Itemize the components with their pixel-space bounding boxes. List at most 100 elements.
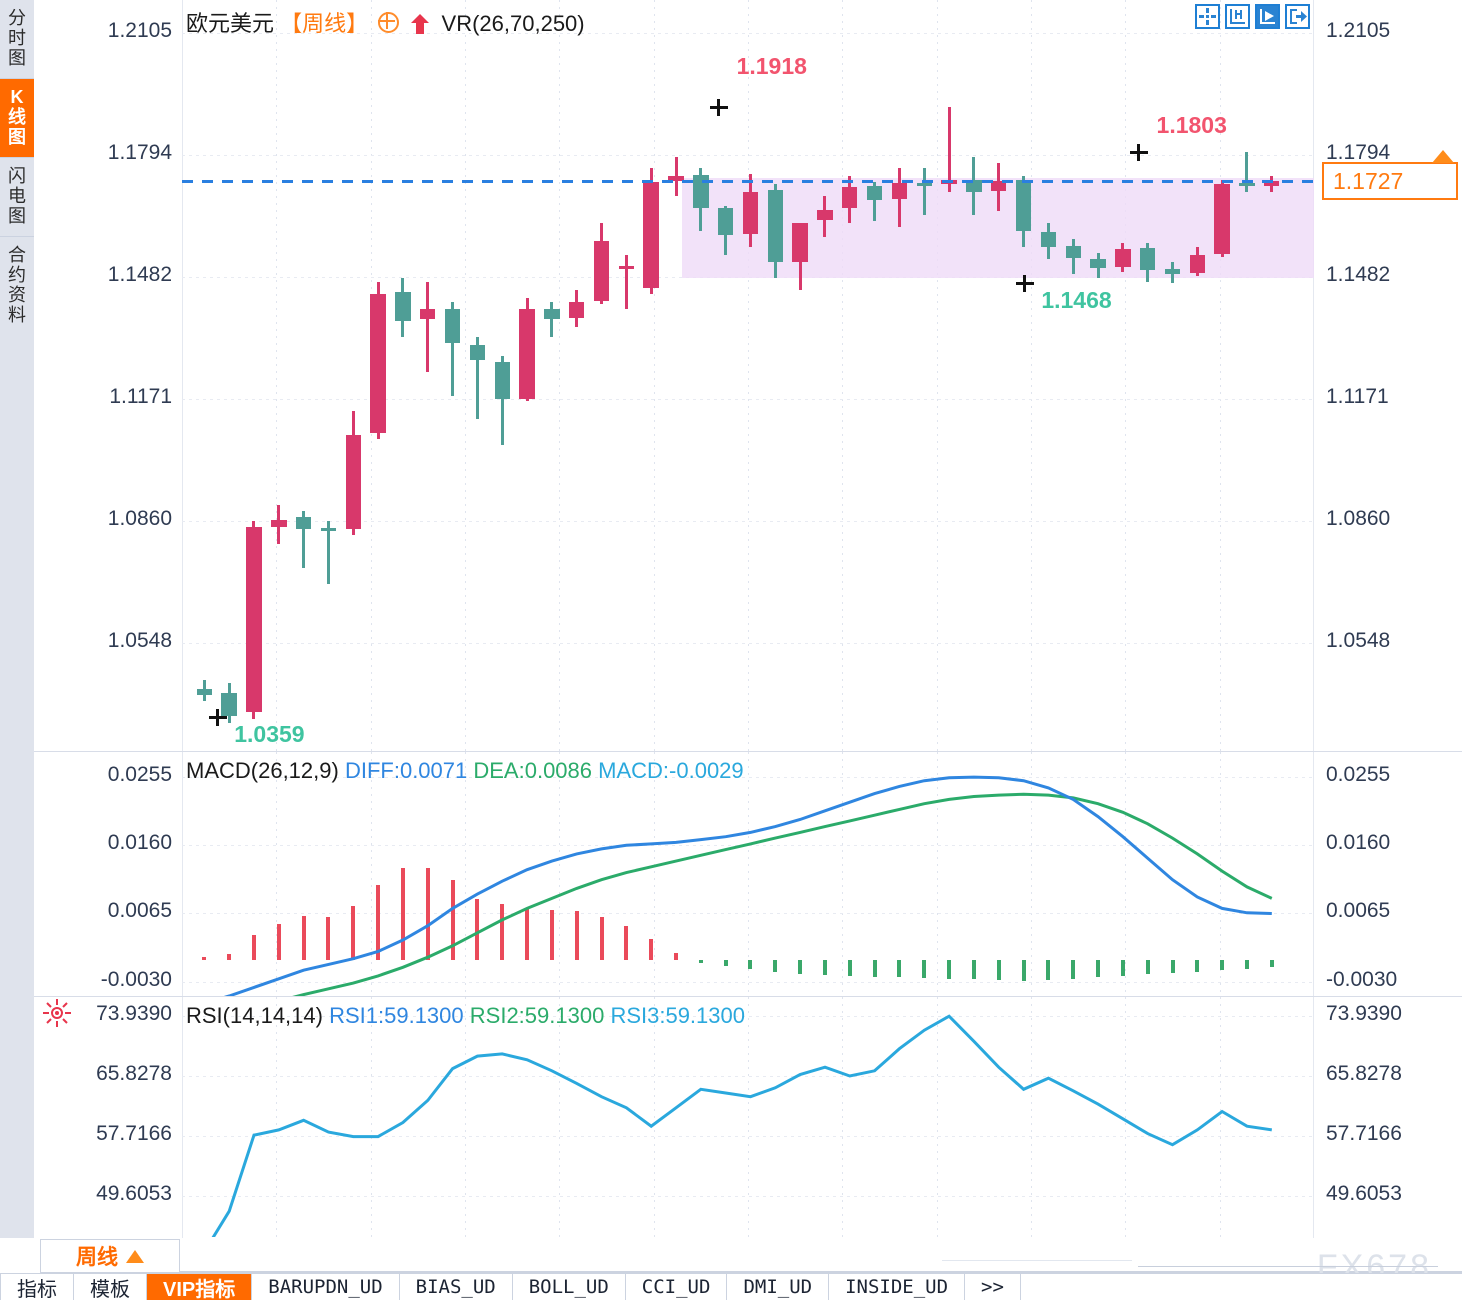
indicator-tab[interactable]: CCI_UD xyxy=(626,1274,728,1300)
sidebar-item-contract-info[interactable]: 合约资料 xyxy=(0,237,34,335)
candle-body[interactable] xyxy=(866,186,883,200)
candle-body[interactable] xyxy=(643,182,659,288)
price-tick-left: 1.0860 xyxy=(107,506,172,530)
candle-body[interactable] xyxy=(370,293,386,433)
exit-icon[interactable] xyxy=(1285,4,1310,29)
crosshair-icon[interactable] xyxy=(1195,4,1220,29)
macd-histogram-bar xyxy=(351,906,356,961)
indicator-tab[interactable]: 模板 xyxy=(74,1274,147,1301)
candle-body[interactable] xyxy=(717,208,734,235)
candle-body[interactable] xyxy=(991,180,1007,192)
candle-body[interactable] xyxy=(618,266,635,270)
grid-column xyxy=(559,997,561,1238)
candle-body[interactable] xyxy=(1264,181,1280,186)
chart-toolbar[interactable] xyxy=(1195,4,1310,29)
settings-sun-icon[interactable] xyxy=(42,998,72,1028)
rsi-line xyxy=(211,1014,1273,1237)
candle-body[interactable] xyxy=(1090,259,1106,269)
candlestick-plot[interactable]: 1.1918 1.1803 1.1468 1.0359 xyxy=(182,0,1314,751)
candle-body[interactable] xyxy=(395,291,411,322)
candle-body[interactable] xyxy=(569,301,585,319)
candle-body[interactable] xyxy=(1040,231,1057,247)
crosshair-target-icon[interactable] xyxy=(378,12,400,33)
candle-body[interactable] xyxy=(1065,245,1081,259)
price-gridline xyxy=(182,643,1314,645)
sidebar-label-char: 图 xyxy=(8,48,26,68)
candle-body[interactable] xyxy=(1015,180,1032,232)
price-marker-cross-icon xyxy=(209,709,228,727)
price-gridline xyxy=(182,399,1314,401)
indicator-tab[interactable]: 指标 xyxy=(0,1274,74,1301)
candle-body[interactable] xyxy=(519,309,535,399)
indicator-tab[interactable]: BARUPDN_UD xyxy=(252,1274,400,1300)
candle-body[interactable] xyxy=(544,308,560,320)
grid-column xyxy=(936,997,938,1238)
candle-body[interactable] xyxy=(693,175,709,208)
candle-body[interactable] xyxy=(221,693,237,716)
macd-plot[interactable] xyxy=(182,752,1314,996)
candle-body[interactable] xyxy=(593,240,610,301)
candle-body[interactable] xyxy=(1115,248,1131,268)
price-panel-right-divider xyxy=(1313,0,1314,751)
rsi1-label: RSI1:59.1300 xyxy=(329,1003,464,1028)
indicator-tab[interactable]: INSIDE_UD xyxy=(829,1274,966,1300)
indicator-tab[interactable]: DMI_UD xyxy=(727,1274,830,1300)
cursor-icon[interactable] xyxy=(1255,4,1280,29)
indicator-tab[interactable]: VIP指标 xyxy=(147,1274,253,1301)
indicator-tab[interactable]: >> xyxy=(965,1274,1021,1300)
candle-body[interactable] xyxy=(916,182,932,186)
candle-body[interactable] xyxy=(246,526,262,713)
candle-body[interactable] xyxy=(494,362,510,400)
grid-column xyxy=(1031,0,1032,751)
candle-body[interactable] xyxy=(444,309,461,343)
indicator-tabbar[interactable]: 指标 模板 VIP指标 BARUPDN_UD BIAS_UD BOLL_UD CCI_UD D… xyxy=(0,1274,1462,1301)
candle-body[interactable] xyxy=(271,520,287,527)
candle-body[interactable] xyxy=(742,191,759,235)
candle-body[interactable] xyxy=(196,689,213,696)
price-tick-right: 1.0860 xyxy=(1326,506,1391,530)
candle-body[interactable] xyxy=(1139,248,1156,271)
grid-column xyxy=(1031,752,1032,996)
macd-histogram-bar xyxy=(549,909,554,961)
candle-body[interactable] xyxy=(842,187,858,208)
candle-body[interactable] xyxy=(1189,254,1206,274)
sidebar-label-char: 资 xyxy=(8,285,26,305)
timeframe-button[interactable]: 周线 xyxy=(40,1239,180,1273)
indicator-tab[interactable]: BIAS_UD xyxy=(400,1274,513,1300)
rsi-plot[interactable] xyxy=(182,997,1314,1238)
candle-body[interactable] xyxy=(1164,269,1181,275)
grid-column xyxy=(559,752,561,996)
sidebar-item-lightning[interactable]: 闪电图 xyxy=(0,158,34,237)
macd-histogram-bar xyxy=(500,904,505,961)
candle-body[interactable] xyxy=(420,309,436,320)
sidebar-label-char: 料 xyxy=(8,305,26,325)
candle-body[interactable] xyxy=(1214,184,1230,254)
watermark-rule-2 xyxy=(942,1260,1132,1261)
candle-body[interactable] xyxy=(345,434,361,529)
price-axis-left: 1.2105 1.1794 1.1482 1.1171 1.0860 1.0548 xyxy=(34,0,180,751)
chart-area: 1.2105 1.1794 1.1482 1.1171 1.0860 1.0548 1.2… xyxy=(34,0,1462,1238)
candle-body[interactable] xyxy=(792,223,808,262)
candle-body[interactable] xyxy=(469,344,486,361)
macd-histogram-bar xyxy=(971,960,976,980)
measure-icon[interactable] xyxy=(1225,4,1250,29)
sidebar-item-timeshare[interactable]: 分时图 xyxy=(0,0,34,79)
current-price-box[interactable]: 1.1727 xyxy=(1322,162,1458,201)
candle-body[interactable] xyxy=(295,517,312,529)
candle-body[interactable] xyxy=(817,209,833,221)
macd-histogram-bar xyxy=(301,915,306,961)
indicator-tab[interactable]: BOLL_UD xyxy=(513,1274,626,1300)
candle-body[interactable] xyxy=(966,180,982,192)
candle-body[interactable] xyxy=(1239,183,1255,187)
candle-body[interactable] xyxy=(668,176,684,181)
sidebar-label-char: 图 xyxy=(8,127,26,147)
candle-body[interactable] xyxy=(891,183,908,199)
candle-body[interactable] xyxy=(320,527,337,531)
macd-histogram-bar xyxy=(847,960,852,976)
candle-wick xyxy=(798,250,802,290)
candle-body[interactable] xyxy=(767,189,783,263)
sidebar-label-char: 时 xyxy=(8,28,26,48)
tabbar-spacer xyxy=(1021,1274,1462,1300)
tabbar-top-rule xyxy=(0,1273,1462,1274)
